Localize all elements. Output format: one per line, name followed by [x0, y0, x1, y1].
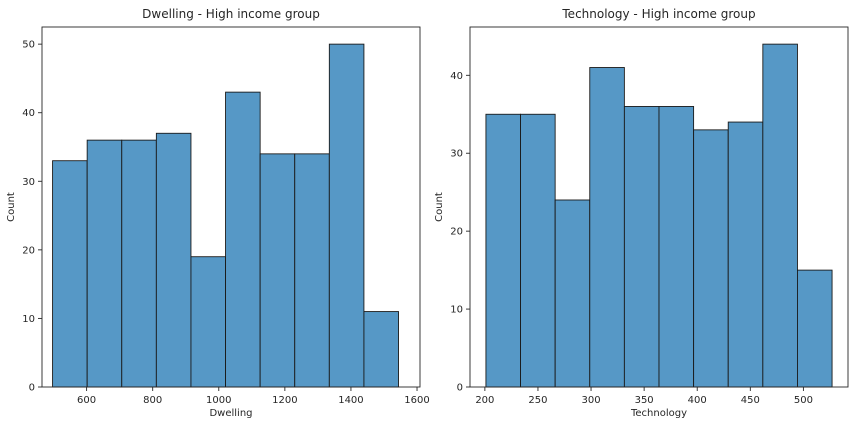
histogram-bar: [520, 113, 556, 388]
y-tick-label: 20: [22, 245, 35, 256]
chart-title: Dwelling - High income group: [142, 7, 320, 21]
x-tick-label: 200: [475, 395, 494, 406]
histogram-bar: [589, 67, 625, 388]
histogram-bar: [259, 153, 296, 388]
x-tick-label: 400: [688, 395, 707, 406]
histogram-bar: [762, 43, 798, 388]
x-tick-label: 600: [77, 395, 96, 406]
technology-histogram-panel: 200 250 300 350 400 450 500 0 10 20 30 40 Technology…: [434, 7, 849, 419]
histogram-bar: [485, 113, 521, 388]
y-tick-label: 0: [457, 383, 463, 394]
histogram-bar: [225, 91, 261, 388]
x-tick-label: 250: [528, 395, 547, 406]
histogram-bar: [155, 132, 192, 388]
y-tick-label: 30: [450, 149, 463, 160]
x-tick-label: 1000: [206, 395, 231, 406]
axes-frame: [41, 26, 421, 388]
y-tick-label: 30: [22, 177, 35, 188]
x-tick-label: 1200: [272, 395, 297, 406]
histogram-bar: [190, 256, 226, 388]
axes-frame: [469, 26, 849, 388]
histogram-bar: [797, 269, 833, 388]
y-tick-label: 40: [22, 108, 35, 119]
histogram-bar: [658, 106, 695, 388]
histogram-bar: [52, 160, 88, 388]
chart-title: Technology - High income group: [561, 7, 755, 21]
x-tick-label: 1600: [404, 395, 429, 406]
y-axis-label: Count: [434, 192, 445, 222]
y-tick-label: 40: [450, 71, 463, 82]
y-tick-label: 20: [450, 227, 463, 238]
histogram-bar: [727, 121, 764, 388]
y-tick-label: 0: [29, 383, 35, 394]
x-tick-label: 1400: [338, 395, 363, 406]
x-tick-label: 450: [741, 395, 760, 406]
y-axis-label: Count: [6, 192, 17, 222]
x-axis-label: Technology: [630, 408, 687, 419]
histogram-bar: [363, 311, 399, 388]
histogram-bar: [623, 106, 660, 388]
x-tick-label: 300: [581, 395, 600, 406]
y-tick-label: 10: [450, 305, 463, 316]
y-tick-label: 10: [22, 314, 35, 325]
dwelling-histogram-panel: 600 800 1000 1200 1400 1600 0 10 20 30 40 50 Dwellin…: [6, 7, 430, 419]
histogram-bar: [693, 129, 729, 388]
y-tick-label: 50: [22, 40, 35, 51]
histogram-bar: [86, 139, 123, 388]
x-axis-label: Dwelling: [209, 408, 252, 419]
x-tick-label: 350: [635, 395, 654, 406]
x-tick-label: 500: [794, 395, 813, 406]
histogram-bar: [554, 199, 591, 388]
histogram-bar: [294, 153, 330, 388]
x-tick-label: 800: [143, 395, 162, 406]
histogram-bar: [328, 43, 365, 388]
histogram-bar: [121, 139, 157, 388]
